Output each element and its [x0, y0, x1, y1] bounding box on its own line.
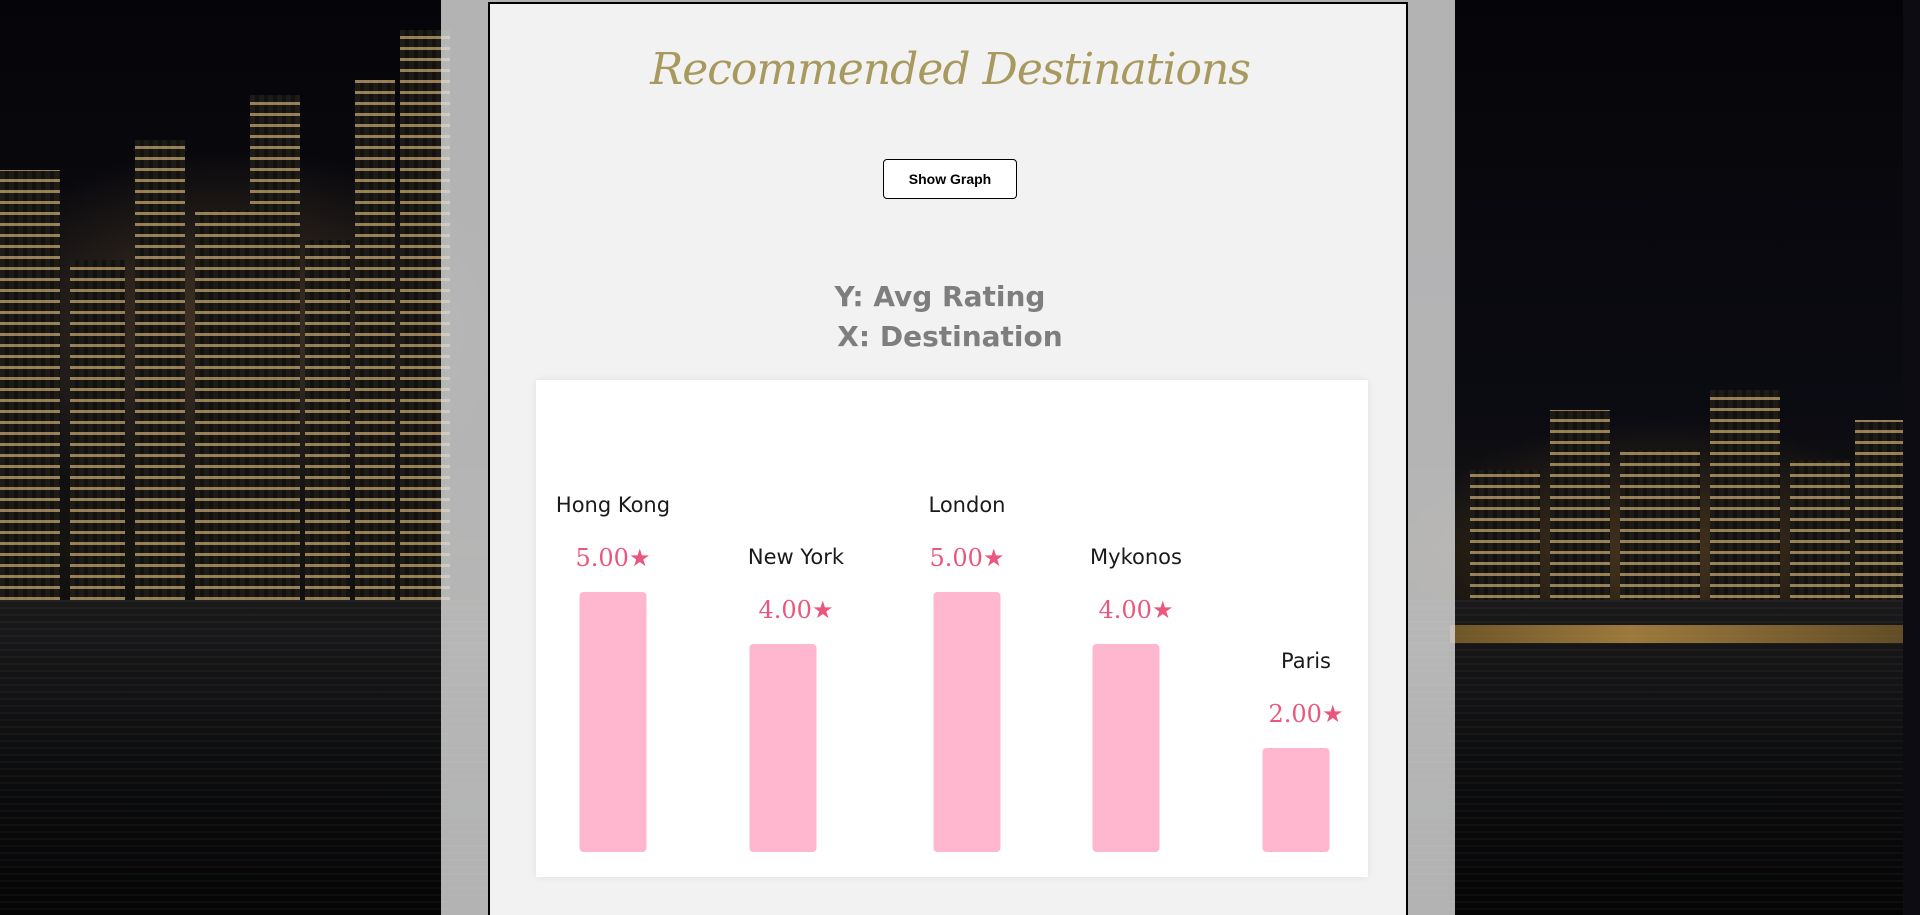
- bar-paris[interactable]: [1262, 748, 1330, 852]
- value-label: 5.00★: [930, 544, 1005, 572]
- value-label: 4.00★: [759, 596, 834, 624]
- left-skyline: [0, 0, 450, 600]
- rating-chart: 5.00★ Hong Kong 4.00★ New York 5.00★ London 4.…: [536, 380, 1368, 877]
- bar-london[interactable]: [933, 592, 1001, 852]
- dock-lights: [1450, 625, 1903, 643]
- x-axis-caption: X: Destination: [837, 320, 1063, 353]
- bar-hong-kong[interactable]: [579, 592, 647, 852]
- show-graph-button[interactable]: Show Graph: [883, 159, 1017, 199]
- category-label: Hong Kong: [556, 493, 670, 517]
- destinations-panel: Recommended Destinations Show Graph Y: A…: [488, 2, 1408, 915]
- category-label: New York: [748, 545, 845, 569]
- bar-new-york[interactable]: [749, 644, 817, 852]
- right-skyline: [1450, 340, 1903, 620]
- category-label: Paris: [1281, 649, 1331, 673]
- category-label: Mykonos: [1090, 545, 1182, 569]
- value-label: 4.00★: [1099, 596, 1174, 624]
- rating-chart-svg: 5.00★ Hong Kong 4.00★ New York 5.00★ London 4.…: [556, 493, 1344, 852]
- value-label: 5.00★: [576, 544, 651, 572]
- category-label: London: [929, 493, 1006, 517]
- value-label: 2.00★: [1269, 700, 1344, 728]
- bar-mykonos[interactable]: [1092, 644, 1160, 852]
- y-axis-caption: Y: Avg Rating: [834, 280, 1046, 313]
- page-title: Recommended Destinations: [650, 44, 1251, 95]
